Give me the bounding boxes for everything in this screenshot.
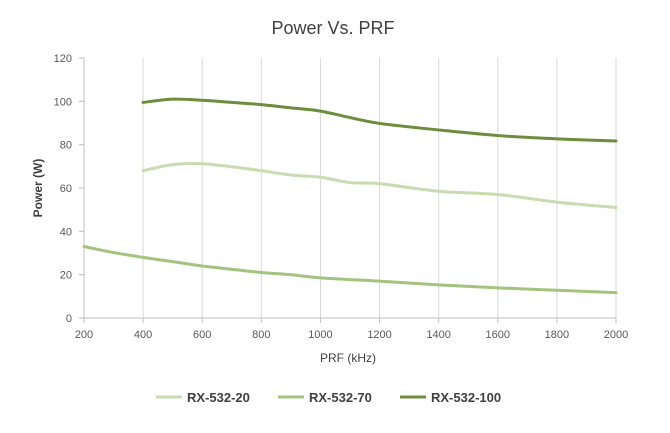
y-tick-label: 100: [54, 96, 72, 108]
y-tick-label: 80: [60, 140, 72, 152]
series-line-rx-532-70: [82, 245, 618, 295]
legend: RX-532-20 RX-532-70 RX-532-100: [156, 390, 501, 405]
series-lines: [82, 97, 618, 295]
series-line-rx-532-20: [141, 162, 618, 209]
gridlines: [142, 58, 617, 318]
x-tick-label: 400: [134, 329, 152, 341]
x-tick-label: 200: [75, 329, 93, 341]
x-tick-label: 1600: [486, 329, 510, 341]
x-tick-label: 2000: [604, 329, 628, 341]
y-axis-title: Power (W): [31, 159, 45, 218]
x-tick-label: 1400: [426, 329, 450, 341]
x-tick-label: 1200: [367, 329, 391, 341]
axes: 200 400 600 800 1000 1200 1400 1600 1800 2000 0 20 4…: [54, 53, 629, 341]
legend-label-rx-532-20: RX-532-20: [187, 390, 250, 405]
y-tick-label: 40: [60, 226, 72, 238]
x-tick-label: 1800: [545, 329, 569, 341]
chart-title: Power Vs. PRF: [271, 18, 394, 38]
x-tick-label: 600: [193, 329, 211, 341]
legend-label-rx-532-100: RX-532-100: [431, 390, 501, 405]
series-line-rx-532-100: [141, 97, 618, 143]
x-axis-title: PRF (kHz): [320, 351, 376, 365]
y-tick-label: 120: [54, 53, 72, 65]
x-tick-label: 800: [252, 329, 270, 341]
y-tick-label: 0: [66, 313, 72, 325]
y-tick-label: 20: [60, 270, 72, 282]
y-tick-label: 60: [60, 183, 72, 195]
x-tick-label: 1000: [308, 329, 332, 341]
legend-label-rx-532-70: RX-532-70: [309, 390, 372, 405]
